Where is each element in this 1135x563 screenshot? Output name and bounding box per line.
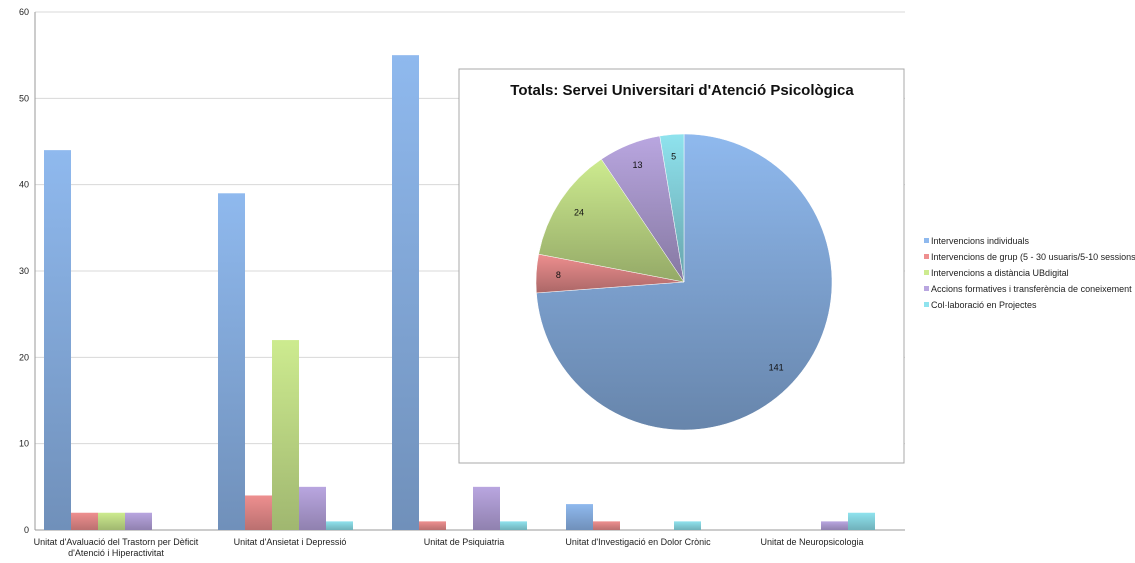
y-tick-label: 60 xyxy=(19,7,29,17)
bar xyxy=(821,521,848,530)
x-tick-label: d'Atenció i Hiperactivitat xyxy=(68,548,164,558)
bar xyxy=(674,521,701,530)
bar xyxy=(848,512,875,530)
bar xyxy=(71,512,98,530)
legend-entry: Intervencions a distància UBdigital xyxy=(931,268,1069,278)
legend-swatch xyxy=(924,270,929,275)
bar xyxy=(566,504,593,530)
legend-swatch xyxy=(924,254,929,259)
pie-title: Totals: Servei Universitari d'Atenció Ps… xyxy=(510,82,854,99)
bar xyxy=(419,521,446,530)
pie-chart: Totals: Servei Universitari d'Atenció Ps… xyxy=(458,68,905,464)
pie-slice-label: 13 xyxy=(633,160,643,170)
x-axis: Unitat d'Avaluació del Trastorn per Dèfi… xyxy=(34,537,864,558)
pie-slice xyxy=(538,158,685,283)
pie-slice-label: 24 xyxy=(574,208,584,218)
legend-swatch xyxy=(924,238,929,243)
legend: Intervencions individuals Intervencions d… xyxy=(924,236,1135,310)
bar xyxy=(326,521,353,530)
x-tick-label: Unitat d'Investigació en Dolor Crònic xyxy=(565,537,711,547)
bar xyxy=(299,486,326,530)
bar xyxy=(218,193,245,531)
y-tick-label: 10 xyxy=(19,439,29,449)
y-tick-label: 30 xyxy=(19,266,29,276)
legend-entry: Col·laboració en Projectes xyxy=(931,300,1037,310)
y-tick-label: 40 xyxy=(19,180,29,190)
bar xyxy=(44,150,71,530)
x-tick-label: Unitat de Neuropsicologia xyxy=(760,537,863,547)
legend-entry: Intervencions de grup (5 - 30 usuaris/5-… xyxy=(931,252,1135,262)
pie-slice-label: 5 xyxy=(671,152,676,162)
legend-swatch xyxy=(924,302,929,307)
bar xyxy=(245,495,272,530)
bar xyxy=(98,512,125,530)
pie-slice-label: 141 xyxy=(769,363,784,373)
bar xyxy=(125,512,152,530)
y-axis: 0 10 20 30 40 50 60 xyxy=(19,7,36,535)
bar xyxy=(593,521,620,530)
bar xyxy=(500,521,527,530)
legend-swatch xyxy=(924,286,929,291)
pie-slice-label: 8 xyxy=(556,270,561,280)
legend-entry: Accions formatives i transferència de co… xyxy=(931,284,1132,294)
legend-entry: Intervencions individuals xyxy=(931,236,1030,246)
pie-slice xyxy=(659,133,685,283)
x-tick-label: Unitat de Psiquiatria xyxy=(424,537,505,547)
x-tick-label: Unitat d'Avaluació del Trastorn per Dèfi… xyxy=(34,537,199,547)
bar xyxy=(272,340,299,530)
x-tick-label: Unitat d'Ansietat i Depressió xyxy=(234,537,347,547)
bar xyxy=(473,486,500,530)
y-tick-label: 50 xyxy=(19,93,29,103)
y-tick-label: 20 xyxy=(19,352,29,362)
bar-series xyxy=(44,55,875,531)
y-tick-label: 0 xyxy=(24,525,29,535)
bar xyxy=(392,55,419,531)
